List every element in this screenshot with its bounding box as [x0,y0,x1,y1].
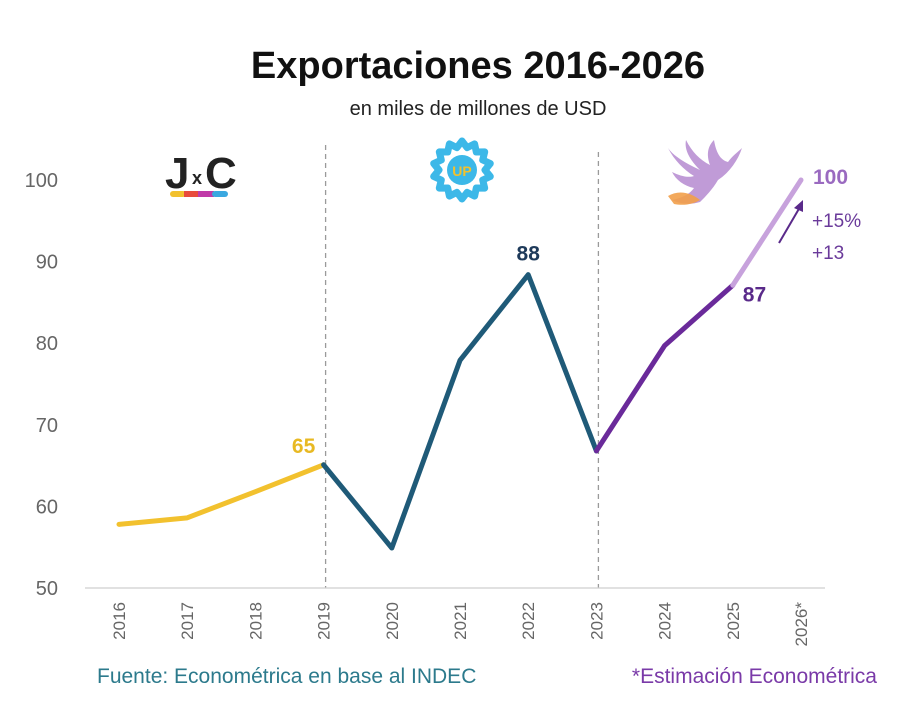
y-tick-label: 80 [36,333,58,355]
y-tick-label: 100 [25,170,58,192]
eagle-wing [668,140,742,204]
x-tick-label: 2022 [519,602,538,640]
y-axis: 50 60 70 80 90 100 [25,170,58,600]
x-tick-label: 2019 [315,602,334,640]
jxc-logo-c: C [205,149,237,198]
series-line-3 [730,177,804,288]
x-tick-label: 2018 [246,602,265,640]
jxc-logo-j: J [165,149,189,198]
series-line-2 [593,282,736,454]
eagle-hand [668,192,700,205]
growth-arrow [778,200,803,244]
chart-title: Exportaciones 2016-2026 [251,45,705,87]
x-tick-label: 2026* [792,602,811,647]
series-line-1 [321,272,599,551]
growth-arrow-line [778,206,801,244]
data-label-2026: 100 [813,166,848,189]
up-logo-center [447,155,477,185]
jxc-logo-bar-red [184,191,200,197]
jxc-logo-x: x [192,168,202,188]
eagle-logo [668,140,742,205]
x-tick-label: 2016 [110,602,129,640]
chart-subtitle: en miles de millones de USD [350,98,607,120]
up-logo-text: UP [452,163,471,179]
jxc-logo-bar-magenta [198,191,214,197]
growth-arrow-head [794,200,803,212]
y-tick-label: 60 [36,496,58,518]
x-tick-label: 2023 [587,602,606,640]
x-tick-label: 2017 [178,602,197,640]
y-tick-label: 50 [36,578,58,600]
data-labels: 65 88 87 100 [292,166,848,458]
data-label-2025: 87 [743,283,766,306]
x-tick-label: 2020 [383,602,402,640]
annotation-abs: +13 [812,243,844,264]
y-tick-label: 90 [36,252,58,274]
series-line-0 [116,462,327,527]
series-group [116,177,804,551]
x-tick-label: 2021 [451,602,470,640]
footer-note: *Estimación Econométrica [632,665,877,688]
jxc-logo-bar-blue [212,191,228,197]
x-axis: 2016 2017 2018 2019 2020 2021 2022 2023 … [110,602,811,647]
x-tick-label: 2025 [724,602,743,640]
footer-source: Fuente: Econométrica en base al INDEC [97,665,476,688]
jxc-logo-bar-yellow [170,191,186,197]
y-tick-label: 70 [36,415,58,437]
annotation-percent: +15% [812,211,861,232]
data-label-2019: 65 [292,435,316,458]
x-tick-label: 2024 [656,602,675,640]
jxc-logo: J x C [165,149,237,198]
up-logo: UP [430,137,494,203]
data-label-2022: 88 [517,243,541,266]
